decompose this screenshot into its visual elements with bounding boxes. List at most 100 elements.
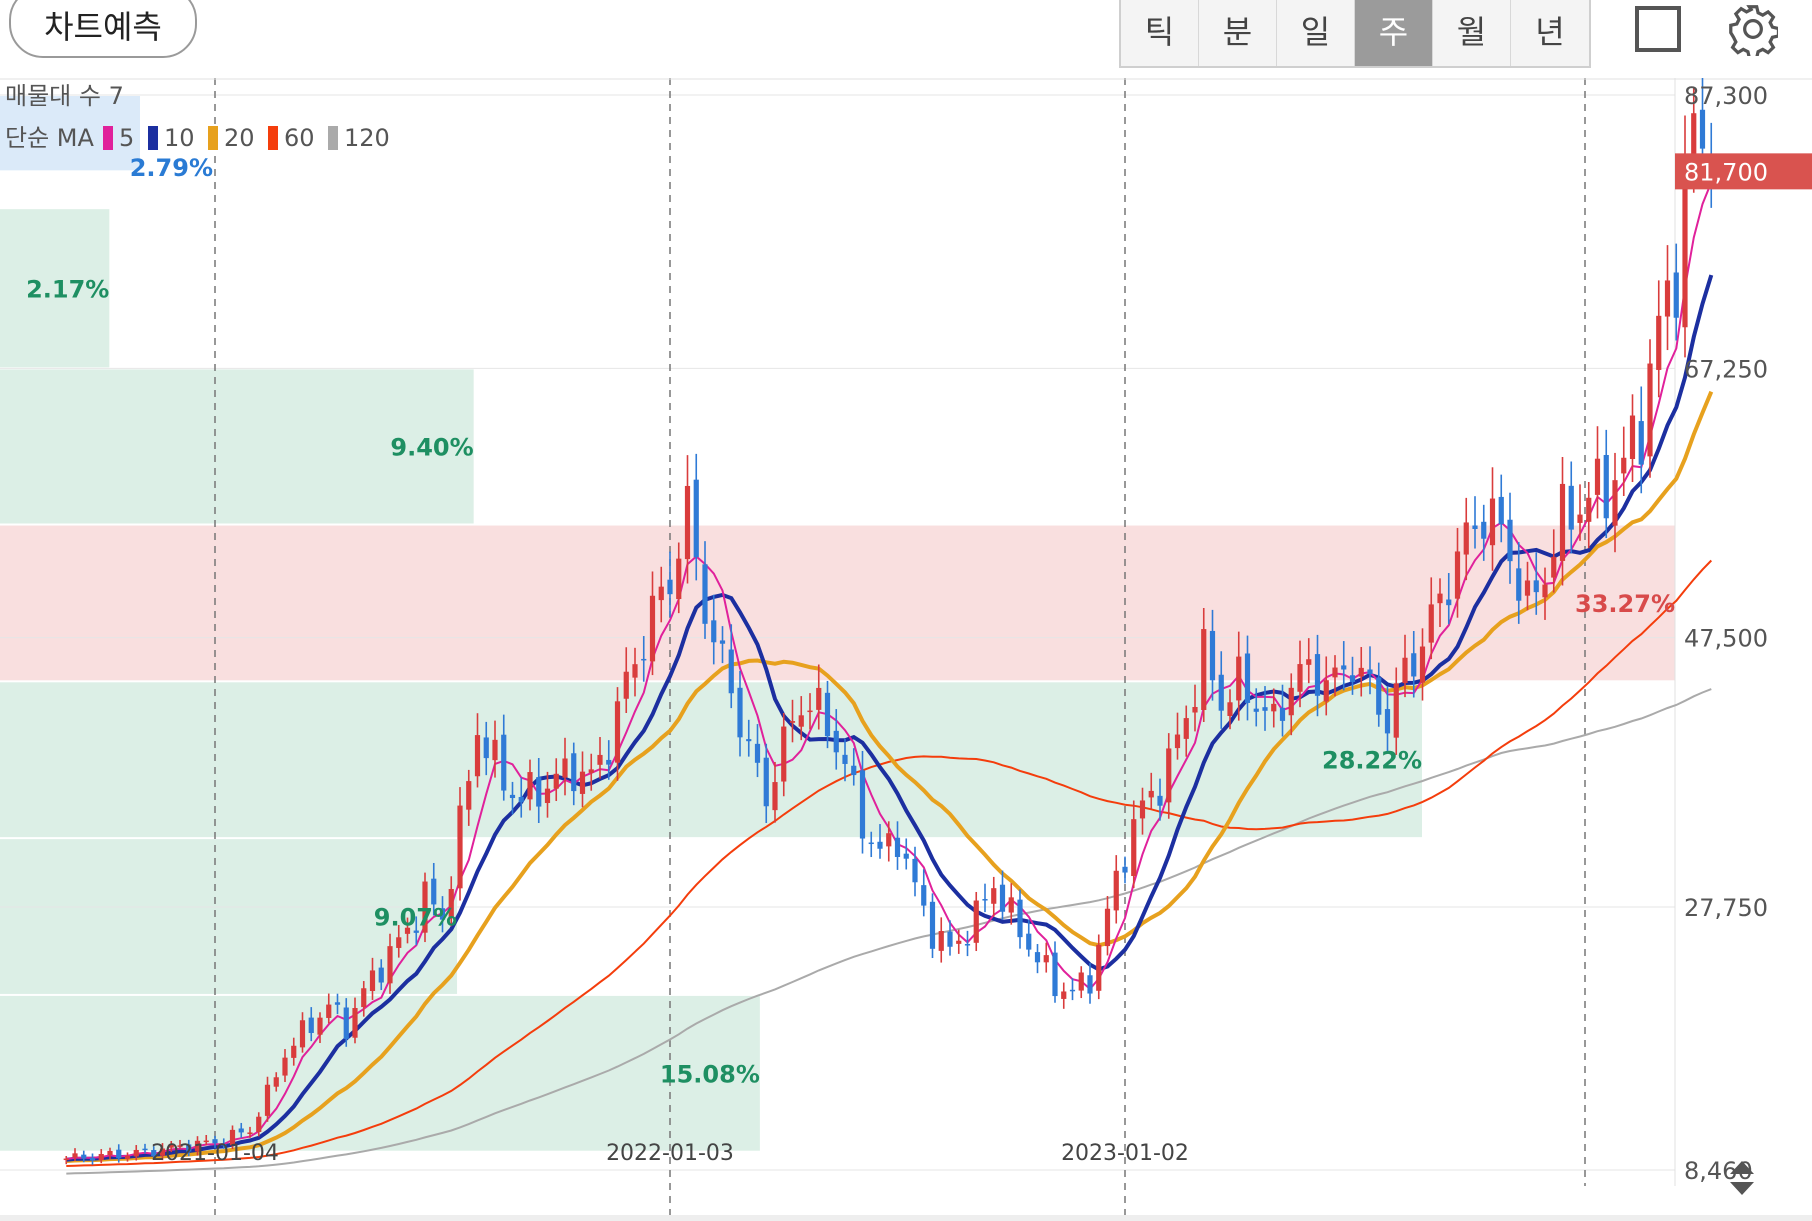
volume-profile-percent: 9.40% [390, 433, 473, 461]
tab-year[interactable]: 년 [1535, 13, 1565, 51]
candle-body [299, 1020, 306, 1048]
candle-body [1157, 795, 1163, 806]
candle-body [702, 564, 708, 624]
chart-predict-button[interactable]: 차트예측 [9, 0, 197, 58]
candle-body [1411, 653, 1417, 677]
candle-body [711, 620, 717, 643]
volume-profile-bar [0, 209, 110, 368]
candle-body [929, 901, 936, 949]
candle-body [684, 485, 691, 560]
candle-body [1218, 674, 1224, 711]
candle-body [579, 771, 586, 794]
candle-body [658, 586, 664, 601]
ma-line-20 [66, 390, 1714, 1163]
chart-toolbar: 차트예측 틱 분 일 주 월 년 [0, 0, 1812, 78]
candle-body [1472, 525, 1478, 529]
candle-body [378, 967, 384, 983]
tab-minute[interactable]: 분 [1199, 0, 1277, 66]
candle-body [606, 759, 612, 765]
candle-body [763, 757, 769, 807]
candle-body [676, 558, 682, 600]
volume-profile-percent: 28.22% [1322, 747, 1422, 775]
ma-period-label: 5 [119, 124, 134, 152]
candle-body [1402, 657, 1408, 684]
fullscreen-icon[interactable] [1633, 4, 1683, 54]
candle-body [649, 595, 656, 662]
candle-body [982, 899, 988, 901]
candle-body [1367, 669, 1373, 675]
scroll-arrows-icon[interactable] [1730, 1161, 1754, 1195]
candle-body [116, 1149, 122, 1159]
candle-body [466, 781, 472, 810]
candle-body [912, 858, 918, 883]
candle-body [1113, 870, 1119, 911]
candle-body [571, 753, 577, 792]
candle-body [789, 721, 796, 723]
candle-body [1008, 897, 1014, 913]
candle-body [746, 739, 752, 742]
candle-body [1174, 734, 1181, 749]
candle-body [1699, 109, 1706, 149]
candle-body [842, 754, 848, 764]
tab-month[interactable]: 월 [1433, 0, 1511, 66]
candle-body [1384, 709, 1391, 734]
candle-body [308, 1017, 314, 1034]
date-tick-label: 2022-01-03 [606, 1141, 734, 1166]
candle-body [1551, 556, 1557, 578]
candle-body [1586, 497, 1592, 522]
ma-label: 단순 MA [5, 124, 94, 152]
candle-body [1349, 675, 1356, 682]
ma-period-label: 60 [284, 124, 315, 152]
candle-body [798, 715, 804, 727]
candle-body [72, 1153, 78, 1158]
candle-body [63, 1158, 69, 1161]
candle-body [693, 479, 699, 558]
candle-body [536, 777, 542, 807]
candle-body [1516, 568, 1522, 601]
candle-body [553, 773, 559, 789]
candle-body [1691, 113, 1697, 155]
candle-body [1236, 656, 1242, 701]
candle-body [999, 884, 1006, 912]
candle-body [396, 937, 402, 948]
candle-body [1481, 521, 1487, 539]
candle-body [1463, 522, 1469, 555]
candle-body [921, 885, 927, 906]
candle-body [352, 1008, 358, 1038]
candle-body [1647, 363, 1653, 457]
candle-body [1253, 708, 1259, 712]
candle-body [851, 765, 857, 776]
ma-line-60 [66, 559, 1713, 1167]
ma-period-label: 120 [344, 124, 390, 152]
candle-body [212, 1139, 218, 1144]
candle-body [1314, 654, 1321, 696]
candle-body [404, 927, 411, 934]
volume-profile-bar [0, 369, 474, 524]
candle-body [431, 878, 437, 905]
candle-body [107, 1150, 113, 1156]
weekly-candlestick-chart[interactable]: 2.79% 2.17% 9.40% 33.27% 28.22% 9.07% 15.08% 8… [0, 78, 1812, 1221]
tab-day[interactable]: 일 [1277, 0, 1355, 66]
candle-body [824, 692, 831, 737]
ma-swatch-60 [268, 126, 278, 150]
candle-body [1148, 790, 1154, 798]
volume-profile-bar [0, 995, 760, 1151]
candle-body [483, 737, 489, 759]
candle-body [938, 931, 944, 951]
candle-body [291, 1045, 297, 1058]
candle-body [1489, 498, 1496, 546]
candle-body [1271, 703, 1277, 712]
candle-body [89, 1157, 96, 1161]
candle-body [509, 794, 516, 799]
interval-tabs: 틱 분 일 주 월 년 [1119, 0, 1591, 68]
candle-body [1454, 551, 1461, 599]
candle-body [1524, 580, 1531, 596]
candle-body [492, 739, 498, 761]
candle-body [903, 853, 909, 859]
candle-body [754, 743, 761, 763]
gear-icon[interactable] [1728, 4, 1778, 56]
tab-tick[interactable]: 틱 [1121, 0, 1199, 66]
tab-week[interactable]: 주 [1355, 0, 1433, 66]
candle-body [1201, 629, 1207, 711]
candle-body [667, 579, 673, 595]
